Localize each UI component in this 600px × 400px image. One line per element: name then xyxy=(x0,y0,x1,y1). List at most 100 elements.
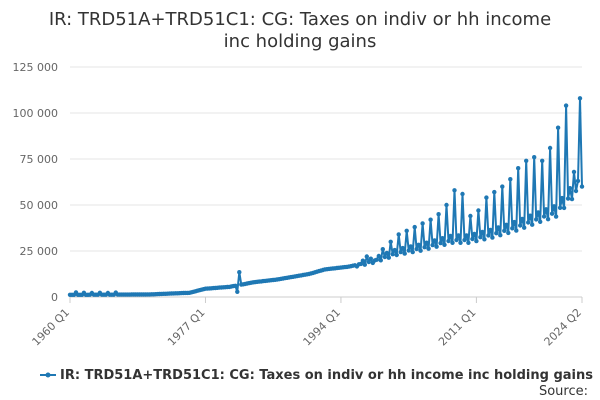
data-point xyxy=(376,253,381,259)
data-point xyxy=(524,158,529,163)
data-point xyxy=(555,125,561,130)
y-tick-label: 75 000 xyxy=(20,153,59,166)
data-point xyxy=(563,103,569,108)
data-point xyxy=(418,248,423,253)
data-point xyxy=(416,242,421,247)
data-point xyxy=(233,283,238,288)
x-tick-label: 1994 Q1 xyxy=(301,306,344,349)
data-point xyxy=(450,240,455,245)
data-point xyxy=(573,188,579,194)
data-point xyxy=(404,228,409,233)
data-point xyxy=(364,254,369,259)
data-point xyxy=(492,189,497,195)
data-point xyxy=(420,221,425,226)
data-point xyxy=(575,178,581,184)
legend-dot-marker xyxy=(45,372,51,378)
data-point xyxy=(362,262,367,267)
data-point xyxy=(462,237,467,243)
chart-title-line-2: inc holding gains xyxy=(224,31,377,52)
data-point xyxy=(557,205,563,210)
data-point xyxy=(534,217,539,222)
data-point xyxy=(510,226,515,231)
data-point xyxy=(553,214,559,219)
data-point xyxy=(400,245,405,251)
data-point xyxy=(518,223,523,228)
data-point xyxy=(360,258,366,263)
data-point xyxy=(430,242,435,248)
series-line xyxy=(70,97,583,296)
data-point xyxy=(235,289,240,294)
x-tick-label: 1977 Q1 xyxy=(165,306,208,349)
data-point xyxy=(478,235,483,240)
data-point xyxy=(438,240,443,246)
data-point xyxy=(498,233,503,238)
data-point xyxy=(380,247,385,252)
data-point xyxy=(424,240,429,245)
data-point xyxy=(406,248,411,253)
data-point xyxy=(551,204,557,209)
data-point xyxy=(577,96,583,101)
data-point xyxy=(567,186,573,191)
data-point xyxy=(530,222,535,227)
data-point xyxy=(422,245,427,250)
data-point xyxy=(474,238,479,244)
data-point xyxy=(536,210,541,215)
grid-lines xyxy=(70,66,582,298)
data-point xyxy=(476,208,481,213)
data-point xyxy=(368,256,373,261)
data-point xyxy=(541,214,547,219)
y-tick-label: 50 000 xyxy=(20,199,59,212)
series-group xyxy=(67,96,585,297)
data-point xyxy=(396,232,401,237)
data-point xyxy=(512,219,517,225)
data-point xyxy=(444,202,449,208)
data-point xyxy=(494,231,499,236)
data-point xyxy=(466,240,471,245)
data-point xyxy=(520,216,525,222)
data-point xyxy=(561,205,567,211)
x-tick-label: 1960 Q1 xyxy=(30,306,73,349)
data-point xyxy=(454,237,459,243)
data-point xyxy=(402,251,407,256)
data-point xyxy=(522,225,527,230)
data-point xyxy=(506,230,511,236)
data-point xyxy=(452,188,457,193)
data-point xyxy=(532,155,537,160)
y-tick-label: 0 xyxy=(51,291,58,304)
data-point xyxy=(408,244,413,249)
data-point xyxy=(458,240,463,245)
source-label: Source: xyxy=(539,384,588,399)
data-point xyxy=(468,213,473,219)
data-point xyxy=(386,255,391,260)
chart-title-line-1: IR: TRD51A+TRD51C1: CG: Taxes on indiv o… xyxy=(49,9,551,30)
data-point xyxy=(394,252,399,258)
data-point xyxy=(464,233,469,238)
data-point xyxy=(428,217,433,222)
data-point xyxy=(440,236,445,241)
data-point xyxy=(484,195,489,200)
data-point xyxy=(516,166,521,171)
x-axis: 1960 Q1 1977 Q1 1994 Q1 2011 Q1 2024 Q2 xyxy=(30,297,585,349)
data-point xyxy=(569,196,575,202)
data-point xyxy=(579,184,585,189)
data-point xyxy=(508,177,513,182)
data-point xyxy=(446,238,451,244)
data-point xyxy=(504,222,509,227)
data-point xyxy=(456,233,461,238)
y-tick-label: 125 000 xyxy=(13,61,59,74)
data-point xyxy=(538,219,543,224)
x-tick-label: 2024 Q2 xyxy=(542,306,585,349)
data-point xyxy=(472,231,477,237)
data-point xyxy=(392,247,397,253)
data-point xyxy=(547,145,553,151)
data-point xyxy=(488,227,493,233)
data-point xyxy=(358,261,364,267)
y-tick-label: 100 000 xyxy=(13,107,59,120)
data-point xyxy=(480,229,485,235)
data-point xyxy=(526,220,531,225)
data-point xyxy=(382,254,387,260)
data-point xyxy=(496,225,501,230)
data-point xyxy=(398,249,403,255)
data-point xyxy=(414,246,419,252)
